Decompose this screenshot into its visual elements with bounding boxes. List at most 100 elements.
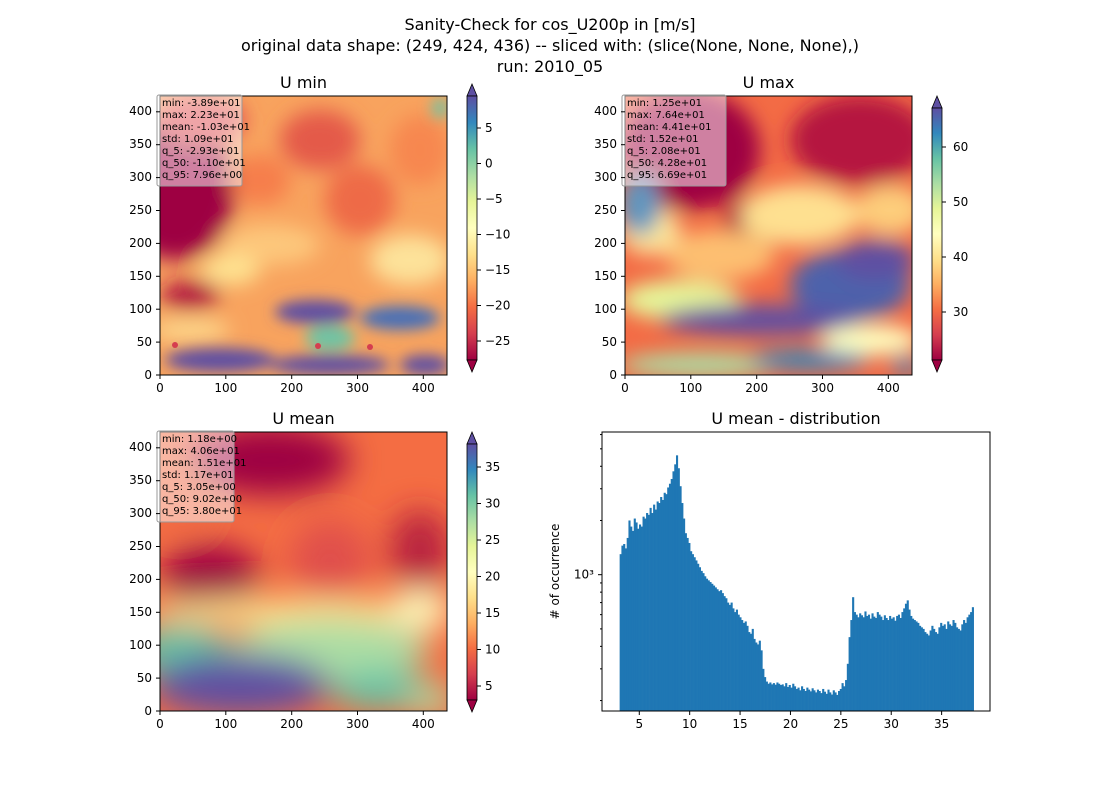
histogram-bar	[927, 635, 930, 711]
histogram-bar	[792, 683, 795, 711]
y-tick-label: 350	[594, 137, 617, 151]
figure-title-line-2: original data shape: (249, 424, 436) -- …	[241, 36, 859, 55]
x-tick-label: 35	[934, 717, 949, 731]
histogram-bar	[691, 554, 694, 711]
histogram-bar	[876, 612, 879, 711]
u-max-stat: std: 1.52e+01	[627, 134, 699, 145]
histogram-bar	[675, 455, 679, 711]
histogram-bar	[859, 613, 862, 711]
y-tick-label: 200	[594, 236, 617, 250]
histogram-bar	[931, 625, 934, 711]
histogram-bar	[693, 557, 696, 711]
histogram-bar	[788, 685, 791, 711]
histogram-bar	[964, 622, 967, 711]
u-min-colorbar: 5 0 −5 −10 −15 −20 −25	[466, 82, 510, 374]
histogram-bar	[878, 614, 881, 711]
u-mean-colorbar: 35 30 25 20 15 10 5	[466, 430, 500, 714]
histogram-bar	[735, 609, 738, 711]
y-tick-label: 100	[129, 302, 152, 316]
y-tick-label: 150	[129, 605, 152, 619]
histogram-bar	[957, 628, 960, 711]
histogram-bar	[948, 624, 952, 711]
colorbar-tick-label: 10	[485, 643, 500, 657]
y-tick-label: 0	[609, 368, 617, 382]
histogram-bar	[809, 691, 812, 711]
histogram-bar	[875, 617, 878, 711]
histogram-bar	[862, 617, 865, 711]
histogram-bar	[922, 628, 925, 711]
histogram-bar	[802, 688, 805, 711]
x-tick-label: 0	[156, 717, 164, 731]
colorbar-tick-label: 30	[485, 497, 500, 511]
histogram-bar	[829, 692, 832, 711]
u-mean-stats-box: min: 1.18e+00 max: 4.06e+01 mean: 1.51e+…	[156, 430, 246, 523]
histogram-bar	[649, 507, 652, 711]
histogram-bar	[774, 684, 777, 711]
histogram-bar	[631, 530, 635, 711]
y-tick-label: 300	[594, 170, 617, 184]
x-tick-label: 100	[214, 717, 237, 731]
u-max-colorbar: 60 50 40 30	[931, 94, 968, 374]
u-mean-stat: std: 1.17e+01	[162, 470, 234, 481]
histogram-bar	[793, 686, 797, 711]
histogram-bar	[848, 637, 851, 711]
y-tick-label: 350	[129, 473, 152, 487]
u-min-y-axis: 0 50 100 150 200 250 300 350 400	[129, 104, 160, 382]
histogram-bar	[850, 620, 853, 711]
histogram-bar	[855, 614, 858, 711]
histogram-bar	[658, 503, 661, 711]
panel-u-min: U min	[129, 73, 510, 395]
histogram-bar	[846, 663, 849, 711]
histogram-bar	[885, 617, 888, 711]
u-min-stats-box: min: -3.89e+01 max: 2.23e+01 mean: -1.03…	[156, 94, 250, 187]
x-tick-label: 25	[833, 717, 848, 731]
histogram-bar	[746, 625, 749, 711]
colorbar-tick-label: 20	[485, 570, 500, 584]
histogram-bar	[883, 615, 886, 711]
histogram-bar	[718, 591, 721, 711]
histogram-bar	[882, 620, 885, 711]
histogram-bar	[820, 693, 823, 711]
u-max-stat: min: 1.25e+01	[627, 98, 702, 109]
y-tick-label: 250	[129, 203, 152, 217]
colorbar-tick-label: −10	[485, 228, 510, 242]
histogram-bar	[748, 632, 751, 711]
u-max-y-axis: 0 50 100 150 200 250 300 350 400	[594, 104, 625, 382]
histogram-bar	[843, 686, 846, 711]
histogram-bar	[926, 633, 929, 711]
colorbar-tick-label: 5	[485, 679, 493, 693]
u-min-stat: mean: -1.03e+01	[162, 122, 250, 133]
y-tick-label: 200	[129, 572, 152, 586]
u-min-stat: min: -3.89e+01	[162, 98, 241, 109]
x-tick-label: 300	[811, 381, 834, 395]
histogram-bar	[827, 689, 830, 711]
histogram-bar	[906, 600, 909, 711]
histogram-bar	[621, 545, 624, 711]
histogram-bar	[628, 520, 631, 711]
histogram-bar	[903, 608, 906, 711]
histogram-bar	[830, 694, 834, 711]
u-mean-stat: q_95: 3.80e+01	[162, 506, 242, 517]
histogram-bar	[940, 622, 943, 711]
colorbar-tick-label: 15	[485, 606, 500, 620]
histogram-bar	[749, 633, 753, 711]
y-tick-label: 200	[129, 236, 152, 250]
histogram-bar	[945, 628, 948, 711]
panel-u-min-title: U min	[280, 73, 327, 92]
colorbar-tick-label: 60	[953, 140, 968, 154]
histogram-bar	[897, 614, 900, 711]
histogram-bar	[790, 687, 793, 711]
histogram-bar	[767, 683, 770, 711]
histogram-bar	[654, 509, 657, 711]
u-min-stat: std: 1.09e+01	[162, 134, 234, 145]
u-max-stat: q_95: 6.69e+01	[627, 170, 707, 181]
histogram-bar	[624, 548, 628, 711]
svg-text:min: 1.25e+01 max: 7.6: min: 1.25e+01 max: 7.64e+01 mean: 4.41e+…	[627, 98, 715, 181]
y-tick-label: 100	[594, 302, 617, 316]
histogram-bar	[637, 528, 640, 711]
u-mean-stat: max: 4.06e+01	[162, 446, 240, 457]
histogram-bar	[813, 690, 816, 711]
panel-u-mean-distribution: U mean - distribution 5 10 15 20 25 30 35 10³ …	[548, 409, 991, 731]
u-mean-stat: min: 1.18e+00	[162, 434, 237, 445]
histogram-bar	[702, 573, 705, 711]
